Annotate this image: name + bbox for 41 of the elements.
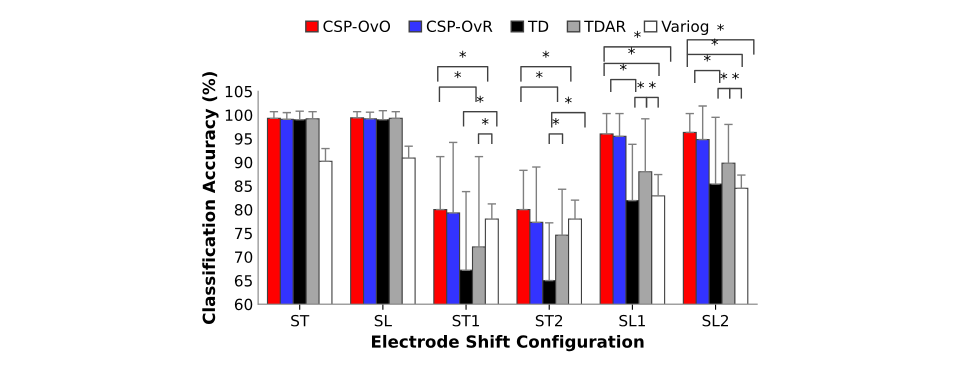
- text: *: [536, 71, 543, 78]
- text: *: [711, 38, 718, 46]
- legend-label: CSP-OvR: [426, 20, 492, 32]
- text: *: [717, 24, 724, 31]
- annotation: *: [482, 118, 489, 125]
- text: *: [454, 71, 462, 78]
- y-tick-label: 95: [234, 133, 252, 145]
- text: *: [634, 30, 641, 38]
- legend-label: TD: [528, 20, 548, 32]
- x-tick-label: SL1: [619, 314, 645, 326]
- annotation: *: [476, 96, 484, 103]
- annotation: *: [564, 96, 572, 104]
- x-tick-label: ST1: [452, 314, 480, 326]
- y-tick-label: 70: [235, 251, 252, 263]
- y-tick-label: 65: [234, 275, 252, 287]
- text: *: [732, 72, 739, 80]
- text: *: [620, 64, 627, 71]
- legend-label: TDAR: [584, 20, 626, 32]
- annotation: *: [552, 118, 560, 125]
- text: *: [628, 47, 635, 54]
- x-tick-label: ST: [291, 314, 310, 326]
- text: *: [459, 50, 466, 58]
- y-tick-label: 100: [226, 109, 252, 122]
- text: *: [704, 54, 711, 62]
- y-tick-label: 105: [226, 86, 252, 98]
- text: *: [637, 82, 644, 89]
- text: *: [720, 72, 728, 80]
- legend-label: CSP-OvO: [323, 20, 390, 32]
- y-tick-label: 60: [234, 298, 252, 310]
- y-tick-label: 80: [234, 204, 252, 216]
- y-tick-label: 90: [234, 156, 252, 168]
- y-tick-label: 85: [234, 180, 252, 192]
- y-tick-label: 75: [235, 228, 252, 240]
- x-tick-label: SL: [374, 314, 392, 326]
- legend-label: Variog: [661, 20, 708, 36]
- text: *: [648, 82, 656, 89]
- x-tick-label: SL2: [702, 314, 728, 326]
- x-tick-label: ST2: [536, 314, 562, 326]
- text: *: [542, 50, 550, 58]
- x-axis-title: Electrode Shift Configuration: [372, 334, 644, 352]
- y-axis-title: Classification Accuracy (%): [202, 72, 219, 324]
